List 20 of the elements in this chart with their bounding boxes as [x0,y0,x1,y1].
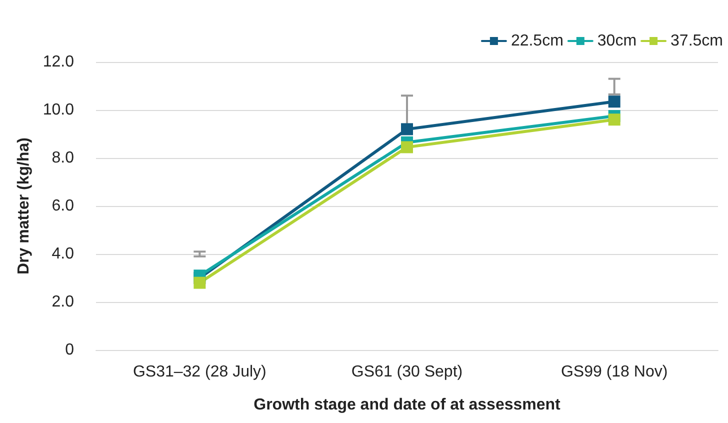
y-tick-label: 4.0 [52,246,74,262]
point [401,141,413,154]
x-tick-label: GS31–32 (28 July) [132,364,266,380]
point [401,123,413,136]
legend-label: 30cm [597,32,637,50]
y-tick-label: 10.0 [42,102,74,118]
y-tick-label: 12.0 [42,54,74,70]
y-tick-label: 8.0 [52,150,74,166]
legend-label: 37.5cm [670,32,723,50]
y-axis-title: Dry matter (kg/ha) [15,138,32,274]
y-tick-label: 6.0 [52,198,74,214]
x-tick-label: GS61 (30 Sept) [351,364,463,380]
x-tick-label: GS99 (18 Nov) [560,364,668,380]
y-tick-label: 2.0 [52,294,74,310]
point [608,114,620,126]
point [608,96,620,108]
point [194,276,206,289]
y-tick-label: 0 [65,342,74,358]
legend-label: 22.5cm [510,32,564,50]
x-axis-title: Growth stage and date of at assessment [254,396,562,414]
